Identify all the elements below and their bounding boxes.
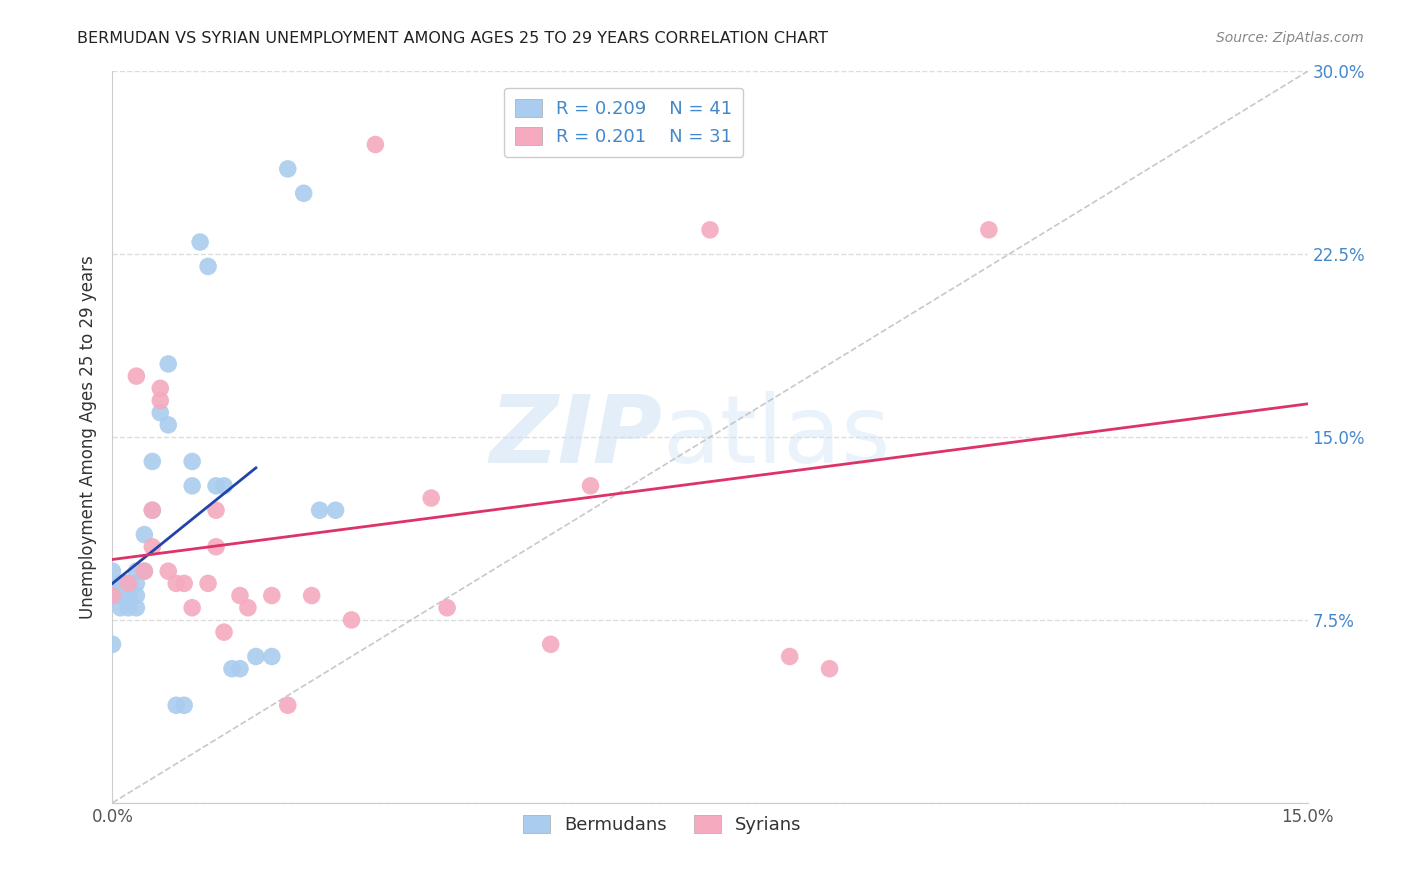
Point [260,649,283,664]
Text: atlas: atlas [662,391,890,483]
Point [134,527,156,541]
Text: Source: ZipAtlas.com: Source: ZipAtlas.com [1216,31,1364,45]
Point [117,589,139,603]
Point [277,161,299,176]
Point [134,564,156,578]
Legend: Bermudans, Syrians: Bermudans, Syrians [516,807,808,841]
Text: ZIP: ZIP [489,391,662,483]
Point [277,698,299,713]
Point [212,479,235,493]
Point [117,600,139,615]
Point [149,393,172,408]
Point [221,662,243,676]
Point [579,479,602,493]
Point [301,589,323,603]
Point [188,235,211,249]
Point [125,589,148,603]
Point [779,649,801,664]
Point [101,637,124,651]
Point [205,479,228,493]
Point [110,576,132,591]
Point [101,564,124,578]
Point [110,589,132,603]
Point [117,576,139,591]
Point [818,662,841,676]
Point [229,662,252,676]
Point [125,369,148,384]
Point [173,698,195,713]
Point [173,576,195,591]
Point [149,406,172,420]
Point [540,637,562,651]
Point [141,540,163,554]
Point [436,600,458,615]
Point [420,491,443,505]
Point [117,589,139,603]
Point [157,417,180,432]
Point [181,600,204,615]
Point [141,503,163,517]
Point [157,564,180,578]
Point [110,576,132,591]
Point [110,600,132,615]
Point [260,589,283,603]
Point [141,454,163,468]
Point [157,357,180,371]
Point [181,479,204,493]
Point [245,649,267,664]
Point [117,576,139,591]
Point [340,613,363,627]
Y-axis label: Unemployment Among Ages 25 to 29 years: Unemployment Among Ages 25 to 29 years [79,255,97,619]
Point [205,503,228,517]
Point [325,503,347,517]
Point [125,576,148,591]
Point [308,503,330,517]
Point [125,564,148,578]
Point [205,540,228,554]
Point [165,698,187,713]
Text: BERMUDAN VS SYRIAN UNEMPLOYMENT AMONG AGES 25 TO 29 YEARS CORRELATION CHART: BERMUDAN VS SYRIAN UNEMPLOYMENT AMONG AG… [77,31,828,46]
Point [134,564,156,578]
Point [212,625,235,640]
Point [101,589,124,603]
Point [117,589,139,603]
Point [229,589,252,603]
Point [197,576,219,591]
Point [699,223,721,237]
Point [292,186,315,201]
Point [165,576,187,591]
Point [977,223,1000,237]
Point [149,381,172,395]
Point [101,589,124,603]
Point [197,260,219,274]
Point [117,576,139,591]
Point [364,137,387,152]
Point [141,503,163,517]
Point [181,454,204,468]
Point [236,600,259,615]
Point [110,589,132,603]
Point [125,600,148,615]
